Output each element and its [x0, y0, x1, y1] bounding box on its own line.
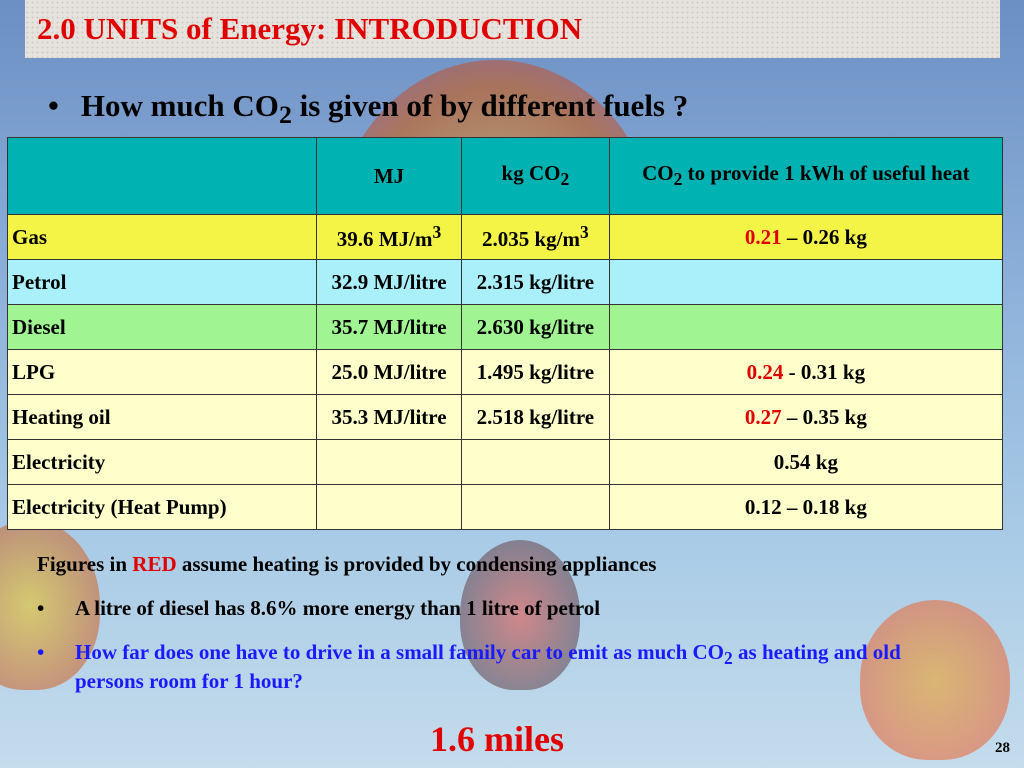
- subscript: 2: [673, 169, 683, 190]
- table-cell: LPG: [7, 349, 317, 395]
- superscript: 3: [580, 222, 589, 242]
- text: 2.035 kg/m: [482, 227, 581, 251]
- table-cell: 0.21 – 0.26 kg: [608, 214, 1004, 260]
- text: Figures in: [37, 552, 133, 576]
- text: 2.518 kg/litre: [476, 404, 595, 429]
- table-row: LPG 25.0 MJ/litre 1.495 kg/litre 0.24 - 0.3…: [7, 349, 1004, 395]
- text: to provide 1 kWh of useful heat: [682, 161, 970, 186]
- text: 25.0 MJ/litre: [331, 359, 447, 384]
- text: 35.7 MJ/litre: [331, 314, 447, 339]
- table-cell: 0.54 kg: [608, 439, 1004, 485]
- table-cell: Electricity (Heat Pump): [7, 484, 317, 530]
- table-cell: 2.518 kg/litre: [461, 394, 610, 440]
- table-row: Heating oil 35.3 MJ/litre 2.518 kg/litre 0.…: [7, 394, 1004, 440]
- header-cell: CO2 to provide 1 kWh of useful heat: [608, 137, 1004, 215]
- text: 1.495 kg/litre: [476, 359, 595, 384]
- table-cell: 2.035 kg/m3: [461, 214, 610, 260]
- table-cell: 0.24 - 0.31 kg: [608, 349, 1004, 395]
- table-cell: 32.9 MJ/litre: [316, 259, 462, 305]
- text: – 0.26 kg: [781, 224, 867, 249]
- table-cell: Heating oil: [7, 394, 317, 440]
- text: Gas: [12, 224, 48, 249]
- text: 39.6 MJ/m: [336, 227, 433, 251]
- header-cell: MJ: [316, 137, 462, 215]
- text: 32.9 MJ/litre: [331, 269, 447, 294]
- table-cell: [608, 259, 1004, 305]
- table-cell: [461, 484, 610, 530]
- table-cell: Gas: [7, 214, 317, 260]
- text: 2.630 kg/litre: [476, 314, 595, 339]
- table-cell: 35.3 MJ/litre: [316, 394, 462, 440]
- table-cell: 39.6 MJ/m3: [316, 214, 462, 260]
- text: - 0.31 kg: [783, 359, 866, 384]
- table-cell: 25.0 MJ/litre: [316, 349, 462, 395]
- table-cell: 0.12 – 0.18 kg: [608, 484, 1004, 530]
- note: Figures in RED assume heating is provide…: [37, 552, 656, 577]
- text: A litre of diesel has 8.6% more energy t…: [75, 596, 601, 620]
- text: LPG: [12, 359, 56, 384]
- table-cell: Petrol: [7, 259, 317, 305]
- text: Heating oil: [12, 404, 111, 429]
- question: How much CO2 is given of by different fu…: [48, 88, 688, 130]
- text: kg CO: [501, 161, 561, 186]
- text: Petrol: [12, 269, 67, 294]
- table-cell: [316, 439, 462, 485]
- text: 0.12 – 0.18 kg: [744, 494, 867, 519]
- table-cell: 0.27 – 0.35 kg: [608, 394, 1004, 440]
- header-cell: [7, 137, 317, 215]
- table-row: Electricity (Heat Pump) 0.12 – 0.18 kg: [7, 484, 1004, 530]
- table-cell: Electricity: [7, 439, 317, 485]
- text: Electricity: [12, 449, 106, 474]
- red-text: RED: [132, 552, 177, 576]
- table-cell: Diesel: [7, 304, 317, 350]
- text: as heating and old persons room for 1 ho…: [75, 640, 901, 694]
- text: How far does one have to drive in a smal…: [75, 640, 725, 664]
- page-number: 28: [995, 740, 1010, 756]
- table-row: Petrol 32.9 MJ/litre 2.315 kg/litre: [7, 259, 1004, 305]
- red-text: 0.24: [746, 359, 784, 384]
- table-cell: 2.630 kg/litre: [461, 304, 610, 350]
- text: 0.54 kg: [773, 449, 838, 474]
- bullet: How far does one have to drive in a smal…: [37, 640, 937, 694]
- header-row: MJ kg CO2 CO2 to provide 1 kWh of useful h…: [7, 137, 1004, 215]
- subscript: 2: [278, 100, 292, 130]
- text: is given of by different fuels ?: [291, 88, 689, 123]
- fuel-table: MJ kg CO2 CO2 to provide 1 kWh of useful h…: [7, 137, 1004, 530]
- text: 2.315 kg/litre: [476, 269, 595, 294]
- superscript: 3: [432, 222, 442, 242]
- table-cell: [608, 304, 1004, 350]
- red-text: 0.21: [744, 224, 782, 249]
- text: assume heating is provided by condensing…: [176, 552, 657, 576]
- text: CO: [642, 161, 674, 186]
- subscript: 2: [724, 648, 733, 669]
- table-row: Diesel 35.7 MJ/litre 2.630 kg/litre: [7, 304, 1004, 350]
- table-cell: 1.495 kg/litre: [461, 349, 610, 395]
- table-row: Electricity 0.54 kg: [7, 439, 1004, 485]
- slide-title: 2.0 UNITS of Energy: INTRODUCTION: [25, 0, 1000, 58]
- text: MJ: [373, 163, 405, 188]
- table-cell: 2.315 kg/litre: [461, 259, 610, 305]
- table-cell: [316, 484, 462, 530]
- table-cell: [461, 439, 610, 485]
- text: How much CO: [80, 88, 279, 123]
- text: – 0.35 kg: [781, 404, 867, 429]
- table-cell: 35.7 MJ/litre: [316, 304, 462, 350]
- subscript: 2: [560, 169, 570, 190]
- text: Electricity (Heat Pump): [12, 494, 227, 519]
- text: Diesel: [12, 314, 66, 339]
- answer: 1.6 miles: [430, 719, 564, 759]
- text: 35.3 MJ/litre: [331, 404, 447, 429]
- table-row: Gas 39.6 MJ/m3 2.035 kg/m3 0.21 – 0.26 kg: [7, 214, 1004, 260]
- red-text: 0.27: [744, 404, 782, 429]
- header-cell: kg CO2: [461, 137, 610, 215]
- bullet: A litre of diesel has 8.6% more energy t…: [37, 596, 937, 621]
